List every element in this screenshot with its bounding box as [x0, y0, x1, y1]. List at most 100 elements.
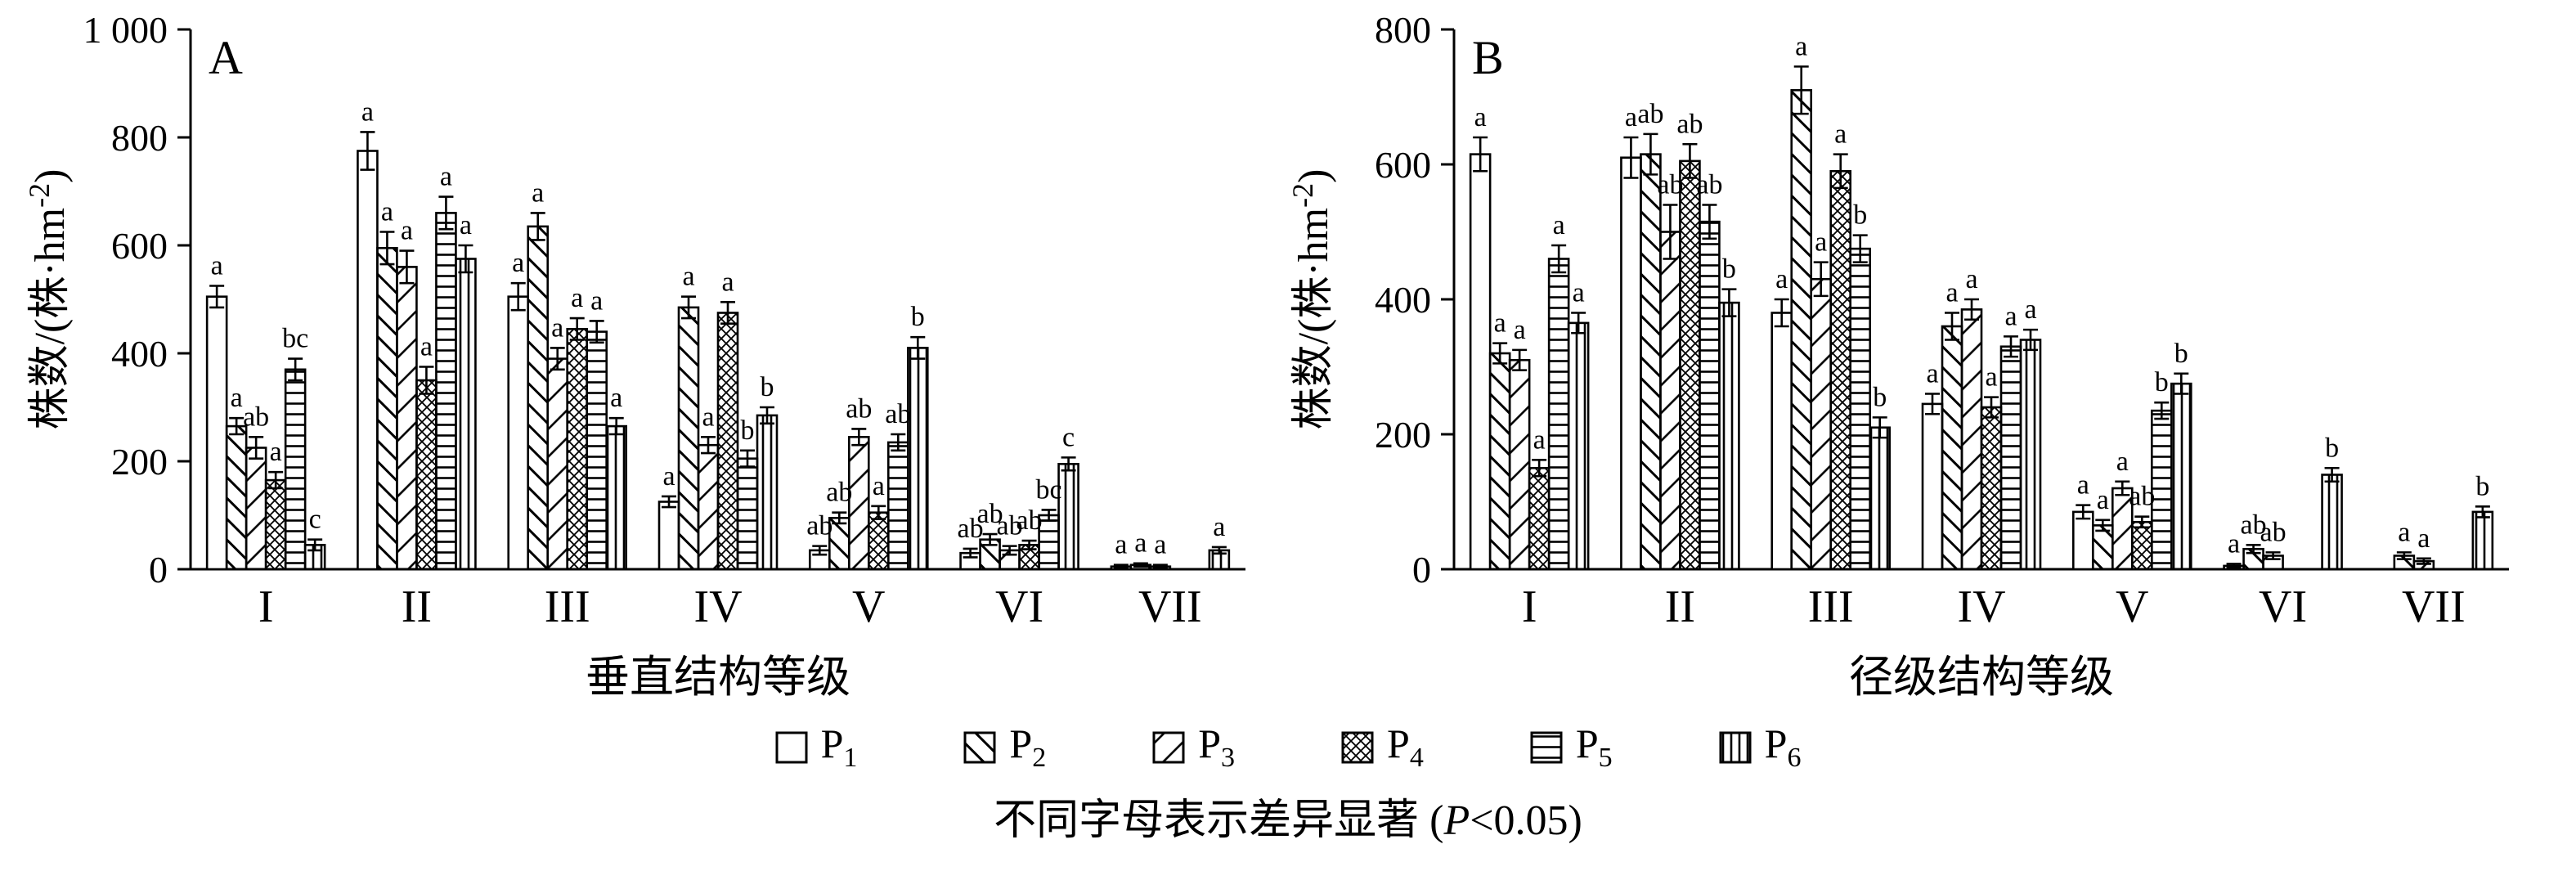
bar-p6-ii: [455, 258, 477, 571]
sig-letter: b: [741, 415, 755, 446]
bar-p3-ii: [1659, 231, 1681, 571]
bar-p6-vii: [2471, 510, 2494, 571]
sig-letter: b: [2174, 339, 2188, 369]
x-tick-label: VI: [2259, 581, 2307, 632]
bar-p1-iii: [1770, 312, 1793, 571]
bar-p5-iv: [736, 457, 759, 571]
sig-letter: a: [361, 97, 374, 127]
sig-letter: a: [2417, 523, 2430, 554]
legend: P1 P2 P3 P4 P5 P6: [0, 721, 2576, 774]
bar-p2-iv: [677, 306, 700, 571]
sig-letter: a: [1795, 31, 1807, 61]
bar-p2-iii: [1790, 88, 1813, 571]
sig-letter: a: [440, 162, 452, 192]
sig-letter: a: [401, 216, 413, 246]
bar-p5-iv: [1999, 345, 2022, 571]
sig-letter: a: [1494, 308, 1506, 339]
sig-letter: b: [2475, 471, 2489, 501]
sig-letter: ab: [977, 499, 1003, 529]
bar-p5-v: [2150, 409, 2173, 571]
bar-p6-vi: [1057, 462, 1079, 571]
sig-letter: a: [532, 177, 544, 208]
y-tick-label: 600: [111, 225, 168, 267]
panel-label: B: [1472, 31, 1504, 84]
bar-p5-ii: [1699, 220, 1721, 571]
bar-p2-i: [1488, 352, 1511, 571]
sig-letter: b: [2155, 367, 2169, 397]
bar-p3-iii: [546, 357, 569, 571]
legend-label-p3: P3: [1198, 721, 1235, 773]
y-axis-title: 株数/(株·hm-2): [1286, 169, 1337, 430]
sig-letter: a: [1154, 530, 1166, 560]
sig-letter: a: [2228, 528, 2240, 559]
bar-p5-iii: [586, 330, 608, 571]
sig-letter: ab: [997, 511, 1023, 541]
bar-p3-i: [1508, 358, 1531, 571]
bar-p1-i: [205, 295, 228, 571]
x-tick-label: III: [1808, 581, 1854, 632]
sig-letter: a: [590, 285, 603, 316]
bar-p1-iv: [1921, 402, 1944, 571]
sig-letter: a: [873, 471, 885, 501]
legend-swatch-p5-icon: [1530, 731, 1563, 764]
sig-letter: a: [270, 437, 282, 467]
bar-p3-iv: [1960, 308, 1983, 571]
bar-p2-ii: [376, 246, 398, 571]
sig-letter: a: [381, 197, 393, 227]
sig-letter: b: [2325, 433, 2339, 463]
sig-letter: ab: [1696, 170, 1722, 200]
x-axis-title: 径级结构等级: [1849, 653, 2114, 702]
bar-p2-i: [225, 424, 248, 571]
sig-letter: a: [1815, 227, 1827, 258]
sig-letter: b: [1722, 254, 1736, 285]
bar-p5-ii: [435, 212, 457, 571]
x-tick-label: VII: [2402, 581, 2466, 632]
y-tick-label: 400: [111, 333, 168, 375]
sig-letter: a: [551, 312, 563, 343]
legend-swatch-p4-icon: [1341, 731, 1374, 764]
y-tick-label: 400: [1375, 279, 1431, 321]
sig-letter: a: [420, 332, 433, 362]
caption: 不同字母表示差异显著 (P<0.05): [0, 785, 2576, 846]
bar-p3-iii: [1810, 277, 1833, 571]
x-tick-label: VI: [995, 581, 1043, 632]
sig-letter: a: [571, 283, 583, 313]
bar-p1-iii: [507, 295, 530, 571]
legend-swatch-p3-icon: [1152, 731, 1185, 764]
sig-letter: a: [1926, 359, 1938, 389]
bar-p5-iii: [1849, 247, 1872, 571]
bar-p4-i: [264, 478, 287, 571]
sig-letter: ab: [958, 514, 984, 544]
bar-p4-ii: [1679, 159, 1701, 571]
sig-letter: a: [610, 383, 622, 413]
x-tick-label: V: [852, 581, 885, 632]
sig-letter: a: [1985, 362, 1997, 393]
bar-p4-i: [1528, 466, 1551, 571]
bar-p3-iv: [697, 443, 720, 571]
sig-letter: ab: [1016, 505, 1043, 536]
sig-letter: a: [1965, 264, 1977, 294]
sig-letter: a: [2116, 447, 2129, 477]
x-tick-label: II: [402, 581, 432, 632]
bar-p4-iii: [1829, 169, 1852, 571]
y-tick-label: 600: [1375, 144, 1431, 186]
bar-p4-v: [867, 511, 890, 571]
sig-letter: a: [1514, 315, 1526, 345]
bar-p6-iii: [605, 424, 628, 571]
sig-letter: a: [1775, 264, 1788, 294]
sig-letter: a: [2097, 485, 2109, 515]
x-tick-label: I: [258, 581, 274, 632]
sig-letter: a: [231, 383, 243, 413]
bar-p2-ii: [1640, 153, 1662, 571]
caption-post: <0.05): [1470, 797, 1582, 844]
bar-p3-ii: [396, 266, 418, 571]
sig-letter: ab: [2129, 482, 2155, 512]
sig-letter: a: [1533, 424, 1546, 455]
bar-p4-iv: [716, 312, 739, 571]
sig-letter: bc: [282, 324, 308, 354]
sig-letter: a: [1134, 528, 1147, 559]
sig-letter: ab: [2241, 510, 2267, 540]
